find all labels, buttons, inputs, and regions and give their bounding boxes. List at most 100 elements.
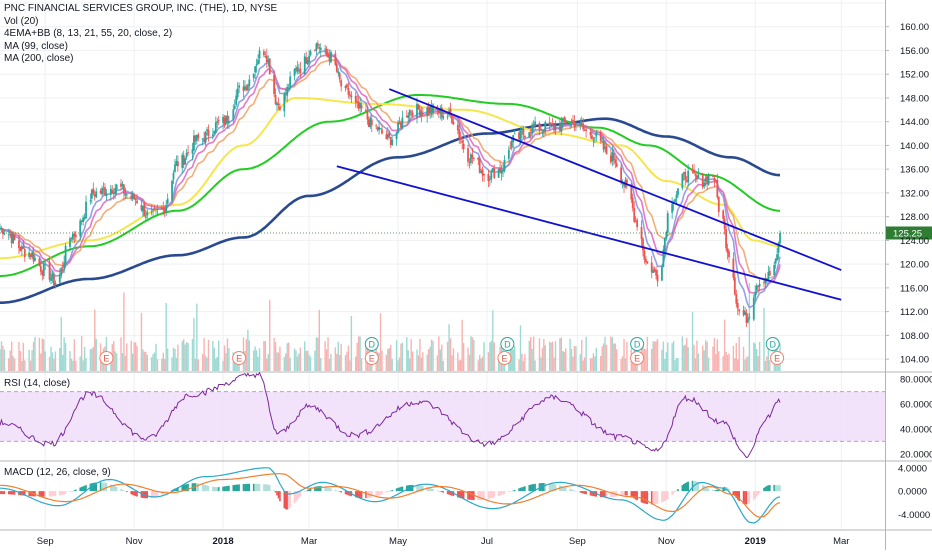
macd-histogram-bar	[672, 491, 675, 494]
macd-histogram-bar	[489, 491, 491, 499]
candle-body	[64, 245, 67, 263]
volume-bar	[755, 348, 758, 371]
volume-bar	[661, 349, 663, 371]
macd-histogram-bar	[263, 484, 265, 492]
macd-histogram-bar	[7, 491, 10, 495]
candle-body	[481, 169, 484, 176]
candle-body	[386, 134, 389, 139]
volume-bar	[489, 342, 491, 371]
macd-histogram-bar	[478, 491, 481, 500]
macd-histogram-bar	[29, 491, 32, 497]
volume-bar	[438, 336, 440, 371]
candle-body	[696, 175, 698, 179]
candle-body	[176, 161, 179, 167]
candle-body	[569, 123, 571, 126]
volume-bar	[553, 357, 555, 371]
candle-body	[299, 68, 302, 74]
candle-body	[728, 251, 730, 258]
volume-bar	[79, 356, 81, 371]
volume-bar	[94, 309, 96, 371]
candle-body	[207, 129, 210, 137]
macd-histogram-bar	[389, 490, 392, 492]
macd-histogram-bar	[531, 484, 533, 492]
candle-body	[191, 149, 194, 154]
volume-bar	[473, 339, 475, 371]
macd-label[interactable]: MACD (12, 26, close, 9)	[4, 467, 111, 478]
candle-body	[163, 208, 166, 214]
volume-bar	[758, 341, 761, 371]
candle-body	[3, 233, 6, 235]
candle-body	[233, 106, 236, 109]
volume-bar	[521, 353, 523, 371]
volume-bar	[583, 357, 586, 371]
volume-bar	[60, 317, 62, 371]
candle-body	[287, 88, 290, 89]
volume-bar	[153, 352, 156, 371]
volume-bar	[481, 356, 484, 371]
macd-histogram-bar	[381, 491, 383, 495]
macd-histogram-bar	[503, 491, 506, 494]
volume-bar	[560, 337, 563, 371]
legend-ema-bb[interactable]: 4EMA+BB (8, 13, 21, 55, 20, close, 2)	[4, 28, 173, 39]
volume-bar	[497, 355, 500, 371]
volume-bar	[184, 344, 186, 371]
macd-histogram-bar	[480, 491, 482, 500]
volume-bar	[541, 348, 544, 371]
candle-body	[99, 190, 102, 194]
volume-bar	[757, 356, 759, 371]
legend-title[interactable]: PNC FINANCIAL SERVICES GROUP, INC. (THE)…	[4, 3, 278, 14]
candle-body	[560, 122, 563, 132]
candle-body	[204, 132, 207, 143]
candle-body	[327, 53, 329, 58]
macd-histogram-bar	[747, 491, 749, 505]
volume-bar	[330, 353, 332, 371]
candle-body	[429, 106, 432, 114]
macd-histogram-bar	[201, 484, 204, 492]
volume-bar	[38, 337, 41, 371]
macd-histogram-bar	[252, 483, 255, 492]
candle-body	[12, 234, 15, 244]
macd-histogram-bar	[385, 491, 388, 493]
candle-body	[244, 85, 246, 90]
candle-body	[214, 122, 217, 133]
macd-histogram-bar	[728, 488, 730, 492]
candle-body	[74, 234, 77, 238]
volume-bar	[339, 354, 341, 371]
candle-body	[297, 70, 300, 71]
candle-body	[174, 164, 176, 172]
volume-bar	[697, 353, 700, 371]
candle-body	[13, 234, 16, 241]
candle-body	[315, 43, 318, 51]
macd-histogram-bar	[636, 491, 638, 501]
candle-body	[130, 195, 133, 199]
legend-ma99[interactable]: MA (99, close)	[4, 40, 68, 52]
candle-body	[187, 152, 189, 153]
volume-bar	[277, 352, 280, 371]
macd-histogram-bar	[50, 491, 52, 497]
candle-body	[185, 152, 188, 158]
candle-body	[379, 128, 382, 129]
candle-body	[141, 205, 144, 212]
volume-bar	[19, 351, 22, 371]
dividend-marker	[630, 337, 645, 351]
volume-bar	[194, 358, 197, 371]
volume-bar	[693, 344, 695, 371]
candle-body	[314, 50, 316, 52]
candle-body	[755, 285, 758, 291]
price-axis-label: 140.00	[900, 141, 929, 152]
macd-histogram-bar	[550, 483, 552, 492]
legend-volume[interactable]: Vol (20)	[4, 15, 39, 27]
candle-body	[235, 95, 238, 105]
candle-body	[102, 188, 105, 190]
volume-bar	[706, 341, 708, 371]
candle-body	[360, 105, 363, 109]
macd-histogram-bar	[580, 491, 583, 493]
volume-bar	[287, 342, 290, 371]
rsi-label[interactable]: RSI (14, close)	[4, 378, 71, 389]
macd-histogram-bar	[365, 491, 367, 499]
legend-ma200[interactable]: MA (200, close)	[4, 53, 74, 64]
volume-bar	[267, 354, 269, 371]
candle-body	[357, 101, 360, 109]
